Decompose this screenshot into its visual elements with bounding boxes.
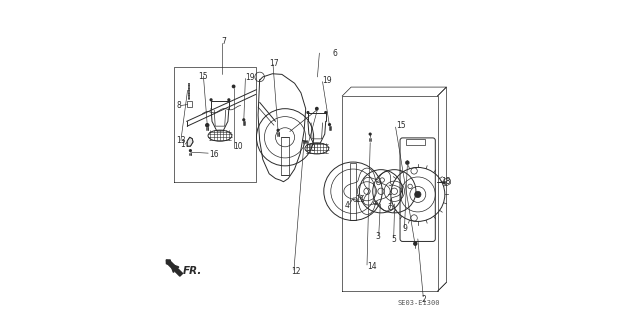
- Text: 14: 14: [367, 262, 376, 271]
- Text: 1: 1: [180, 140, 185, 149]
- Text: SE03-E1300: SE03-E1300: [398, 300, 440, 306]
- Text: 11: 11: [356, 195, 365, 204]
- Circle shape: [205, 123, 209, 127]
- Circle shape: [328, 123, 331, 126]
- FancyArrow shape: [166, 260, 182, 276]
- Text: 17: 17: [269, 59, 279, 68]
- Text: 5: 5: [392, 235, 397, 244]
- Text: 10: 10: [234, 142, 243, 151]
- FancyBboxPatch shape: [281, 137, 289, 175]
- Text: 12: 12: [291, 267, 300, 276]
- Text: FR.: FR.: [182, 266, 202, 276]
- Text: 2: 2: [422, 295, 426, 304]
- Circle shape: [405, 160, 410, 165]
- Polygon shape: [188, 137, 193, 146]
- Circle shape: [242, 118, 245, 122]
- Circle shape: [189, 149, 192, 152]
- Circle shape: [413, 241, 417, 246]
- Circle shape: [324, 111, 327, 114]
- Text: 9: 9: [403, 224, 408, 233]
- Text: 10: 10: [307, 144, 316, 153]
- Circle shape: [276, 129, 280, 132]
- Text: 4: 4: [345, 201, 349, 210]
- Text: 19: 19: [323, 76, 332, 85]
- Text: 19: 19: [245, 73, 255, 82]
- Text: 13: 13: [177, 136, 186, 145]
- Circle shape: [415, 191, 421, 197]
- Circle shape: [369, 132, 372, 136]
- Text: 6: 6: [332, 48, 337, 58]
- Text: 3: 3: [376, 232, 381, 241]
- Circle shape: [307, 111, 310, 114]
- Text: 8: 8: [177, 101, 181, 110]
- Text: 15: 15: [396, 121, 406, 130]
- Circle shape: [315, 107, 319, 111]
- Text: 18: 18: [442, 177, 451, 186]
- Text: 15: 15: [198, 72, 208, 81]
- Text: 16: 16: [209, 150, 218, 159]
- Circle shape: [227, 98, 230, 101]
- Circle shape: [232, 85, 236, 88]
- Text: 7: 7: [221, 37, 226, 46]
- Circle shape: [209, 98, 212, 101]
